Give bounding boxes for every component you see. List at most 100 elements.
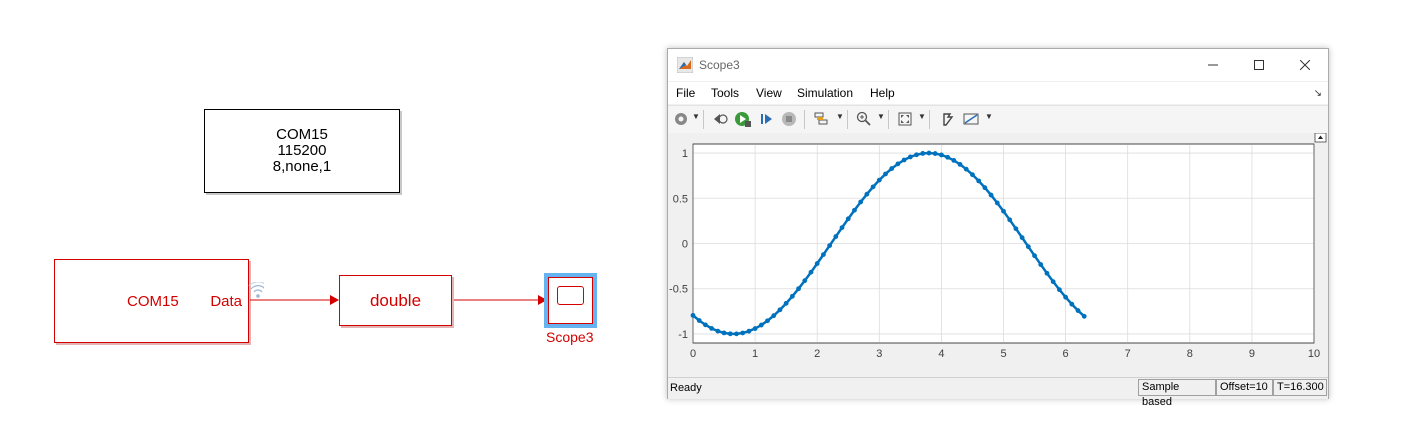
serial-receive-block[interactable]: COM15 Data: [54, 259, 249, 343]
menu-tools[interactable]: Tools: [711, 86, 740, 100]
y-tick-label: -1: [678, 329, 688, 341]
data-point: [839, 225, 845, 230]
menu-file[interactable]: File: [676, 86, 696, 100]
zoom-in-icon[interactable]: [856, 111, 872, 127]
data-point: [1032, 253, 1037, 259]
toolbar-separator: [888, 110, 889, 129]
stop-icon[interactable]: [781, 111, 797, 127]
scope-block[interactable]: [544, 273, 597, 328]
data-point: [852, 207, 857, 213]
x-tick-label: 1: [752, 348, 758, 360]
data-point: [883, 171, 888, 177]
signal-streaming-icon: [248, 282, 264, 298]
status-ready: Ready: [670, 382, 702, 394]
data-point: [926, 150, 932, 156]
maximize-icon: [1254, 60, 1264, 70]
dock-arrow-icon[interactable]: ↘: [1313, 88, 1322, 99]
receive-output-port-label: Data: [210, 293, 242, 310]
settings-dropdown-icon[interactable]: ▼: [692, 112, 700, 121]
data-point: [1081, 313, 1087, 319]
data-point: [907, 154, 913, 160]
maximize-button[interactable]: [1236, 49, 1282, 81]
fit-dropdown-icon[interactable]: ▼: [918, 112, 926, 121]
x-tick-label: 3: [876, 348, 882, 360]
step-back-icon[interactable]: [711, 111, 729, 127]
data-point: [802, 278, 808, 284]
data-point: [1050, 279, 1056, 285]
y-tick-label: 0.5: [673, 193, 688, 205]
serial-configuration-block[interactable]: COM15 115200 8,none,1: [204, 109, 400, 193]
status-mode: Sample based: [1138, 379, 1216, 408]
close-icon: [1300, 60, 1310, 70]
step-forward-icon[interactable]: [759, 111, 775, 127]
data-point: [957, 161, 963, 167]
data-point: [895, 161, 901, 167]
y-tick-label: 1: [682, 148, 688, 160]
data-point: [1007, 217, 1013, 223]
data-point: [1013, 226, 1019, 232]
data-point: [765, 318, 770, 324]
x-tick-label: 10: [1308, 348, 1320, 360]
measure-dropdown-icon[interactable]: ▼: [985, 112, 993, 121]
data-point: [945, 154, 951, 160]
x-tick-label: 0: [690, 348, 696, 360]
highlight-icon[interactable]: [813, 111, 831, 127]
conversion-type-label: double: [369, 290, 422, 310]
x-tick-label: 6: [1063, 348, 1069, 360]
run-icon[interactable]: [734, 111, 752, 127]
toolbar: ▼ ▼: [668, 105, 1328, 134]
data-point: [970, 172, 975, 178]
data-point: [833, 234, 839, 239]
data-point: [727, 331, 733, 337]
data-point: [1075, 308, 1081, 313]
settings-icon[interactable]: [673, 111, 689, 127]
scope-chart[interactable]: 0 1 2 3 4 5 6 7 8 9 10 1 0.5 0 -0.5 -1: [668, 132, 1328, 377]
data-point: [988, 192, 994, 198]
data-point: [796, 286, 801, 292]
scope-block-label[interactable]: Scope3: [546, 329, 594, 345]
data-point: [858, 199, 864, 205]
menu-simulation[interactable]: Simulation: [797, 86, 854, 100]
close-button[interactable]: [1282, 49, 1328, 81]
data-point: [821, 252, 826, 258]
undock-arrow-icon: [1318, 135, 1323, 139]
data-point: [827, 243, 833, 248]
y-tick-label: -0.5: [669, 284, 688, 296]
x-tick-label: 4: [938, 348, 944, 360]
data-point: [789, 293, 795, 299]
config-frame-format: 8,none,1: [272, 158, 332, 175]
data-point: [715, 328, 721, 334]
data-point: [1019, 235, 1025, 241]
series-line: [692, 151, 1086, 336]
y-tick-label: 0: [682, 239, 688, 251]
data-point: [783, 300, 789, 306]
data-point: [734, 331, 739, 337]
config-port: COM15: [276, 126, 328, 143]
config-baud-rate: 115200: [277, 142, 327, 159]
fit-to-view-icon[interactable]: [897, 111, 913, 127]
menu-help[interactable]: Help: [870, 86, 895, 100]
status-time: T=16.300: [1273, 379, 1327, 396]
x-tick-label: 2: [814, 348, 820, 360]
data-point: [758, 322, 764, 328]
data-point: [963, 166, 969, 172]
data-point: [740, 330, 746, 336]
x-tick-label: 9: [1249, 348, 1255, 360]
style-icon[interactable]: [940, 111, 956, 127]
status-offset: Offset=10: [1216, 379, 1273, 396]
data-point: [864, 191, 870, 197]
menu-bar: File Tools View Simulation Help ↘: [668, 82, 1328, 104]
menu-view[interactable]: View: [756, 86, 782, 100]
minimize-button[interactable]: [1190, 49, 1236, 81]
scope-block-body: [548, 277, 593, 324]
measure-icon[interactable]: [962, 111, 980, 127]
x-tick-label: 5: [1000, 348, 1006, 360]
data-point: [994, 200, 1000, 206]
zoom-dropdown-icon[interactable]: ▼: [877, 112, 885, 121]
data-point: [1044, 270, 1050, 276]
data-type-conversion-block[interactable]: double: [339, 275, 452, 326]
title-bar[interactable]: Scope3: [668, 49, 1328, 81]
highlight-dropdown-icon[interactable]: ▼: [836, 112, 844, 121]
data-point: [982, 185, 988, 191]
